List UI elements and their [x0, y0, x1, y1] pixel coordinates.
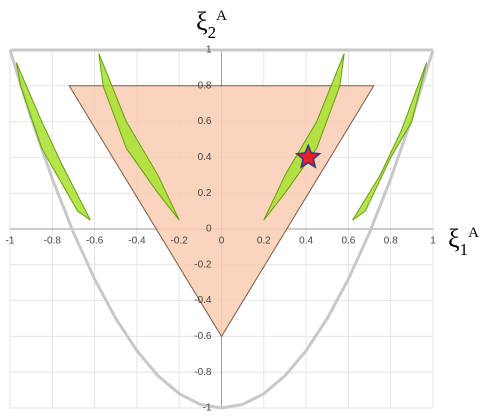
y-tick-label: -0.6 — [194, 331, 212, 342]
y-tick-label: 0 — [206, 224, 212, 235]
subscript: 2 — [208, 23, 217, 42]
y-tick-label: -0.8 — [194, 367, 212, 378]
star-marker — [294, 143, 322, 169]
symbol: ξ — [196, 7, 208, 36]
x-tick-label: 0.8 — [384, 236, 398, 247]
x-tick-label: -0.2 — [171, 236, 189, 247]
x-tick-label: 1 — [430, 236, 436, 247]
x-tick-label: -1 — [6, 236, 15, 247]
y-tick-label: -0.4 — [194, 295, 212, 306]
superscript: A — [468, 225, 479, 241]
x-tick-label: 0.4 — [299, 236, 313, 247]
region — [15, 62, 91, 221]
region — [352, 62, 428, 221]
x-tick-label: -0.8 — [44, 236, 62, 247]
y-tick-label: 0.4 — [198, 152, 212, 163]
y-tick-label: -1 — [203, 403, 212, 414]
y-tick-label: -0.2 — [194, 259, 212, 270]
x-tick-label: -0.4 — [128, 236, 146, 247]
superscript: A — [216, 8, 227, 24]
y-axis-label: ξ2A — [196, 7, 227, 42]
region — [68, 85, 375, 338]
symbol: ξ — [448, 224, 460, 253]
y-tick-label: 0.2 — [198, 188, 212, 199]
y-tick-label: 1 — [206, 45, 212, 56]
subscript: 1 — [460, 240, 469, 259]
y-tick-label: 0.6 — [198, 116, 212, 127]
x-tick-label: 0.6 — [341, 236, 355, 247]
plot: -1 -0.8 -0.6 -0.4 -0.2 0 0.2 0.4 0.6 0.8 1 -1 -0.8 -0… — [6, 45, 437, 414]
x-tick-label: 0.2 — [257, 236, 271, 247]
x-axis-label: ξ1A — [448, 224, 479, 259]
y-tick-label: 0.8 — [198, 80, 212, 91]
region — [98, 53, 180, 221]
region — [263, 53, 345, 221]
curve — [8, 49, 435, 410]
x-tick-label: -0.6 — [86, 236, 104, 247]
x-tick-label: 0 — [219, 236, 225, 247]
